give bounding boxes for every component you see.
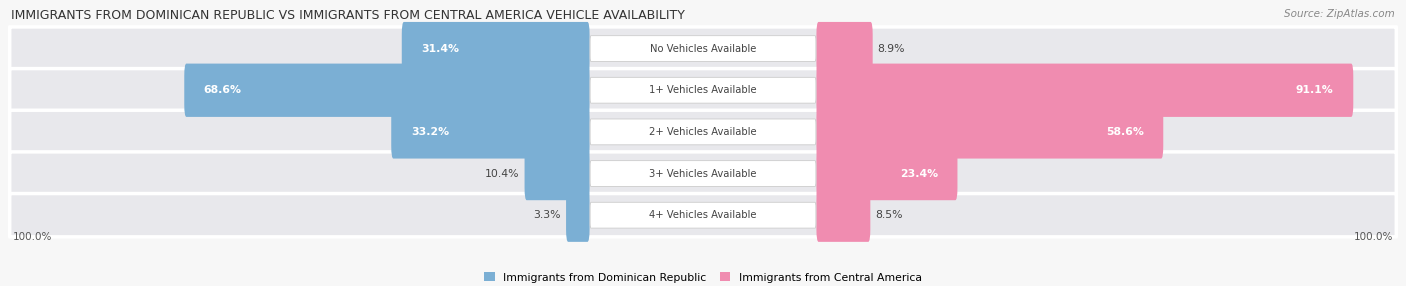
FancyBboxPatch shape <box>591 161 815 186</box>
Text: IMMIGRANTS FROM DOMINICAN REPUBLIC VS IMMIGRANTS FROM CENTRAL AMERICA VEHICLE AV: IMMIGRANTS FROM DOMINICAN REPUBLIC VS IM… <box>11 9 685 21</box>
Text: 91.1%: 91.1% <box>1296 85 1334 95</box>
Text: Source: ZipAtlas.com: Source: ZipAtlas.com <box>1284 9 1395 19</box>
FancyBboxPatch shape <box>817 188 870 242</box>
Text: 1+ Vehicles Available: 1+ Vehicles Available <box>650 85 756 95</box>
Text: 4+ Vehicles Available: 4+ Vehicles Available <box>650 210 756 220</box>
Text: 100.0%: 100.0% <box>13 232 52 242</box>
FancyBboxPatch shape <box>817 22 873 75</box>
FancyBboxPatch shape <box>591 202 815 228</box>
Text: 100.0%: 100.0% <box>1354 232 1393 242</box>
FancyBboxPatch shape <box>591 119 815 145</box>
Text: 58.6%: 58.6% <box>1105 127 1143 137</box>
FancyBboxPatch shape <box>184 63 589 117</box>
FancyBboxPatch shape <box>10 69 1396 112</box>
FancyBboxPatch shape <box>567 188 589 242</box>
FancyBboxPatch shape <box>591 77 815 103</box>
Text: 3+ Vehicles Available: 3+ Vehicles Available <box>650 168 756 178</box>
FancyBboxPatch shape <box>817 63 1354 117</box>
FancyBboxPatch shape <box>391 105 589 158</box>
Text: 31.4%: 31.4% <box>422 43 460 53</box>
FancyBboxPatch shape <box>10 152 1396 195</box>
FancyBboxPatch shape <box>817 105 1163 158</box>
FancyBboxPatch shape <box>524 147 589 200</box>
Text: No Vehicles Available: No Vehicles Available <box>650 43 756 53</box>
Text: 2+ Vehicles Available: 2+ Vehicles Available <box>650 127 756 137</box>
FancyBboxPatch shape <box>10 110 1396 154</box>
Text: 23.4%: 23.4% <box>900 168 938 178</box>
FancyBboxPatch shape <box>591 36 815 61</box>
Legend: Immigrants from Dominican Republic, Immigrants from Central America: Immigrants from Dominican Republic, Immi… <box>479 268 927 286</box>
FancyBboxPatch shape <box>402 22 589 75</box>
FancyBboxPatch shape <box>10 27 1396 70</box>
Text: 68.6%: 68.6% <box>204 85 242 95</box>
Text: 10.4%: 10.4% <box>485 168 520 178</box>
FancyBboxPatch shape <box>817 147 957 200</box>
FancyBboxPatch shape <box>10 194 1396 237</box>
Text: 8.9%: 8.9% <box>877 43 905 53</box>
Text: 33.2%: 33.2% <box>411 127 449 137</box>
Text: 8.5%: 8.5% <box>876 210 903 220</box>
Text: 3.3%: 3.3% <box>534 210 561 220</box>
